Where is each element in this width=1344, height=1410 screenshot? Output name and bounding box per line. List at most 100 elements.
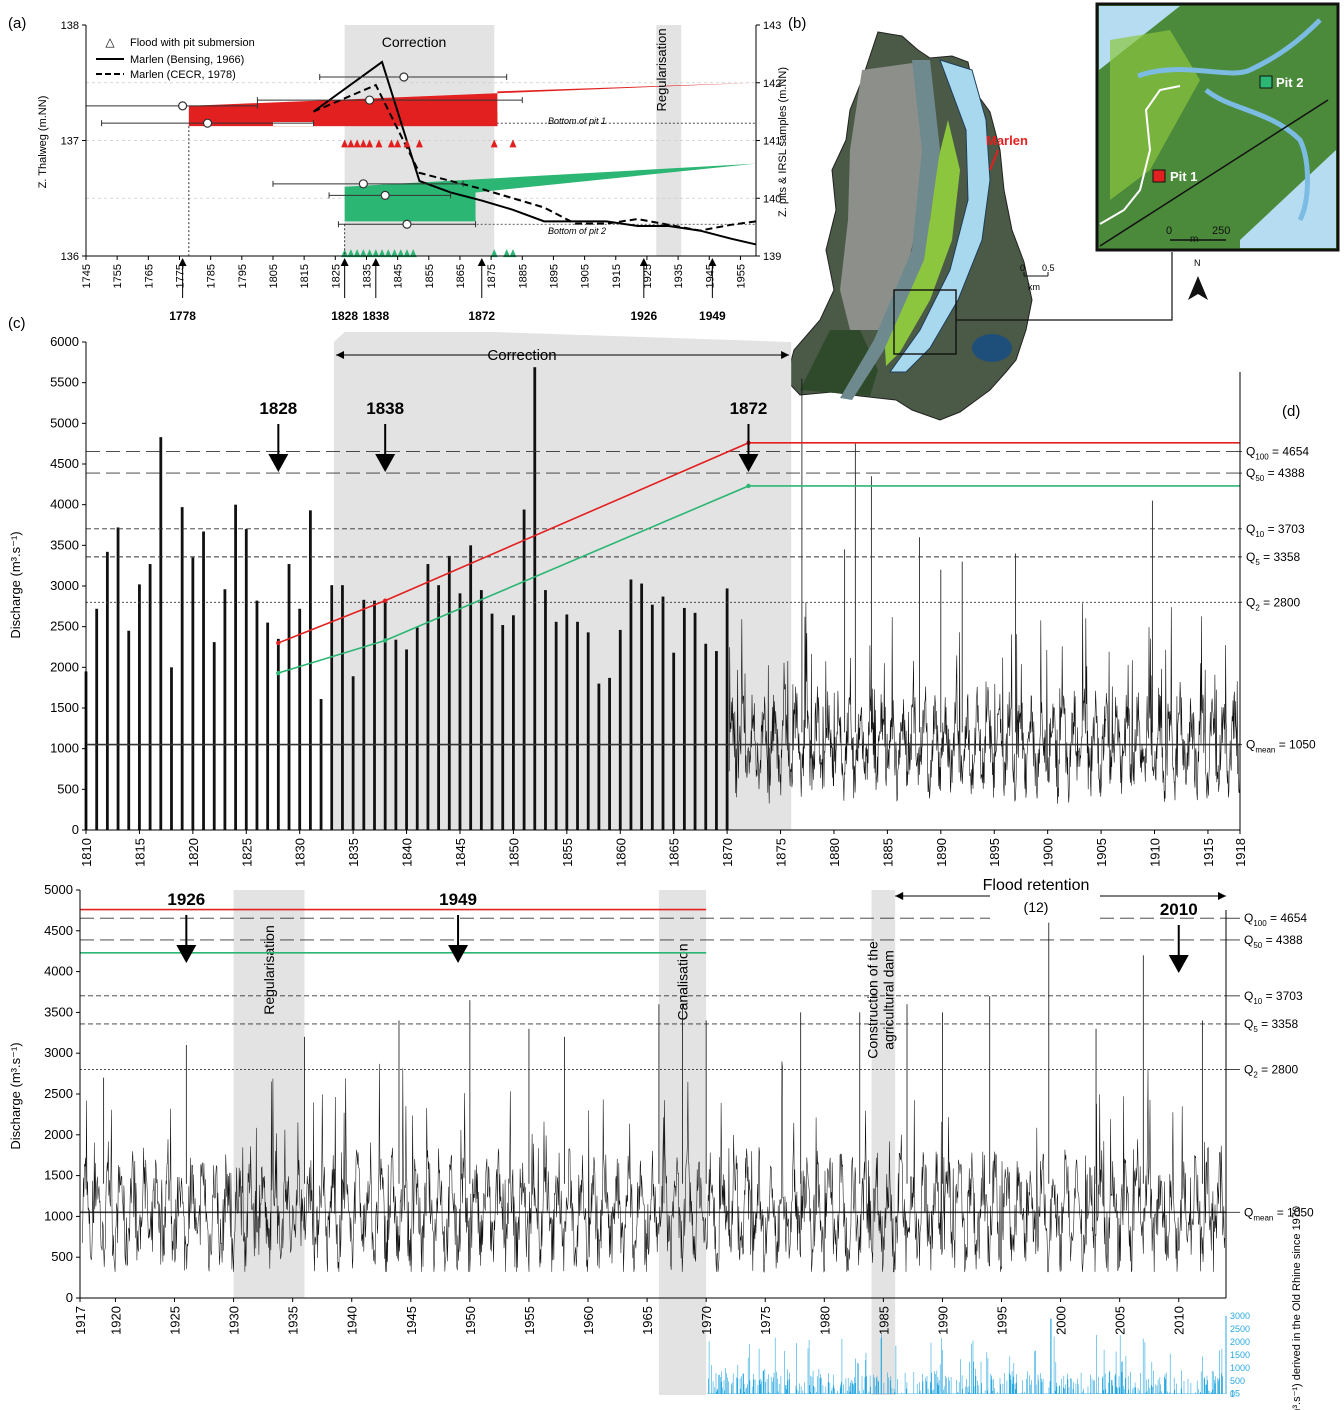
panel-a-chart: 136 137 138 139 140 141 142 143 1745 1755 1765 1775… bbox=[37, 20, 789, 323]
year-marker-label: 1828 bbox=[331, 309, 358, 323]
pit-2-label: Pit 2 bbox=[1276, 75, 1303, 90]
annual-max-bar bbox=[469, 545, 473, 830]
year-marker-arrow-icon bbox=[708, 258, 717, 266]
d-event-year-label: 1949 bbox=[439, 890, 477, 909]
old-rhine-ytick-label: 15 bbox=[1230, 1389, 1240, 1399]
flood-triangle-pit2 bbox=[384, 249, 392, 258]
d-ytick-label: 1500 bbox=[44, 1168, 73, 1183]
annual-max-bar bbox=[298, 608, 302, 830]
c-ref-q: Q bbox=[1246, 444, 1255, 458]
irsl-sample-point bbox=[358, 179, 368, 189]
pit-1-marker bbox=[1152, 169, 1166, 183]
legend-solid-label: Marlen (Bensing, 1966) bbox=[130, 54, 244, 66]
d-ref-q: Q bbox=[1244, 933, 1253, 947]
a-y2tick-label: 139 bbox=[763, 251, 781, 263]
inset-river-branch bbox=[1137, 18, 1322, 222]
annual-max-bar bbox=[597, 683, 601, 830]
map-panel: Marlen 0 0.5 km Pit 1 Pit 2 0 m 250 N bbox=[785, 2, 1340, 421]
d-ref-sub: 50 bbox=[1253, 941, 1262, 950]
pit2-threshold-line-point bbox=[276, 670, 281, 676]
d-ref-sub: 100 bbox=[1253, 919, 1267, 928]
d-span-left-arrow-icon bbox=[895, 892, 904, 900]
annual-max-bar bbox=[661, 596, 665, 830]
d-xtick-label: 2000 bbox=[1054, 1306, 1069, 1335]
d-ref-label: Qmean = 1050 bbox=[1244, 1205, 1314, 1222]
d-xtick-label: 1917 bbox=[73, 1306, 88, 1335]
c-ref-q: Q bbox=[1246, 550, 1255, 564]
d-ylabel: Discharge (m³.s⁻¹) bbox=[8, 1042, 23, 1149]
inset-dike-line bbox=[1099, 99, 1329, 247]
d-band-label: Canalisation bbox=[675, 943, 691, 1020]
d-flood-retention-sub: (12) bbox=[1024, 899, 1049, 915]
inset-track bbox=[1099, 85, 1181, 225]
d-ref-label: Q100 = 4654 bbox=[1244, 911, 1307, 928]
d-ytick-label: 5000 bbox=[44, 882, 73, 897]
flood-triangle-pit2 bbox=[366, 249, 374, 258]
a-regularisation-label: Regularisation bbox=[654, 28, 669, 111]
a-y2tick-label: 141 bbox=[763, 136, 781, 148]
annual-max-bar bbox=[180, 507, 184, 830]
annual-max-bar bbox=[501, 625, 505, 830]
annual-max-bar bbox=[490, 613, 494, 830]
a-xtick-label: 1755 bbox=[112, 264, 124, 288]
a-xtick-label: 1885 bbox=[517, 264, 529, 288]
c-ref-label: Q10 = 3703 bbox=[1246, 522, 1305, 539]
c-ref-value: = 3703 bbox=[1264, 522, 1305, 536]
map-industrial-area bbox=[840, 62, 924, 330]
c-xtick-label: 1905 bbox=[1094, 838, 1109, 867]
d-xtick-label: 1930 bbox=[227, 1306, 242, 1335]
annual-max-bar bbox=[223, 589, 227, 830]
c-ref-value: = 1050 bbox=[1275, 738, 1316, 752]
c-xtick-label: 1845 bbox=[453, 838, 468, 867]
a-xtick-label: 1745 bbox=[81, 264, 93, 288]
c-ytick-label: 1500 bbox=[50, 700, 79, 715]
annual-max-bar bbox=[544, 590, 547, 830]
year-marker-label: 1926 bbox=[630, 309, 657, 323]
c-ref-label: Q5 = 3358 bbox=[1246, 550, 1300, 567]
irsl-sample-point bbox=[202, 118, 213, 128]
map-zoom-box bbox=[893, 289, 957, 355]
annual-max-bar bbox=[95, 608, 99, 830]
d-xtick-label: 1985 bbox=[876, 1306, 891, 1335]
flood-triangle-pit1 bbox=[415, 139, 423, 148]
d-ytick-label: 4500 bbox=[44, 923, 73, 938]
a-xtick-label: 1805 bbox=[268, 264, 280, 288]
c-xtick-label: 1835 bbox=[346, 838, 361, 867]
c-ref-label: Q100 = 4654 bbox=[1246, 444, 1309, 461]
d-span-right-arrow-icon bbox=[1218, 892, 1226, 900]
c-ref-value: = 4388 bbox=[1264, 466, 1305, 480]
c-ytick-label: 6000 bbox=[50, 334, 79, 349]
a-y2tick-label: 142 bbox=[763, 78, 781, 90]
irsl-sample-point bbox=[380, 190, 390, 200]
d-ref-value: = 1050 bbox=[1273, 1205, 1314, 1219]
year-marker-label: 1778 bbox=[169, 309, 196, 323]
annual-max-bar bbox=[373, 600, 376, 830]
annual-max-bar bbox=[554, 621, 558, 830]
annual-max-bar bbox=[127, 630, 131, 830]
a-xtick-label: 1795 bbox=[237, 264, 249, 288]
map-old-rhine-channel bbox=[889, 59, 991, 373]
flood-triangle-pit1 bbox=[353, 139, 361, 148]
a-y2tick-label: 140 bbox=[763, 193, 781, 205]
c-correction-label: Correction bbox=[487, 347, 556, 364]
pit2-sediment-fill bbox=[344, 163, 756, 222]
annual-max-bar bbox=[715, 651, 718, 830]
a-xtick-label: 1775 bbox=[174, 264, 186, 288]
d-event-year-label: 2010 bbox=[1160, 900, 1198, 919]
annual-max-bar bbox=[276, 638, 280, 830]
annual-max-bar bbox=[105, 551, 109, 830]
old-rhine-discharge-series bbox=[707, 1318, 1226, 1394]
annual-max-bar bbox=[512, 615, 515, 830]
d-flood-retention-label: Flood retention bbox=[983, 877, 1090, 894]
annual-max-bar bbox=[255, 600, 259, 830]
pit1-threshold-line-point bbox=[276, 640, 281, 646]
panel-d-chart: Regularisation Canalisation Construction o… bbox=[8, 877, 1314, 1410]
a-xtick-label: 1875 bbox=[486, 264, 498, 288]
c-ytick-label: 4500 bbox=[50, 456, 79, 471]
panel-label-d: (d) bbox=[1282, 403, 1300, 420]
c-span-right-arrow-icon bbox=[781, 351, 790, 359]
d-xtick-label: 1960 bbox=[581, 1306, 596, 1335]
d-ytick-label: 4000 bbox=[44, 964, 73, 979]
c-ref-sub: 50 bbox=[1255, 474, 1264, 483]
a-xtick-label: 1835 bbox=[361, 264, 373, 288]
